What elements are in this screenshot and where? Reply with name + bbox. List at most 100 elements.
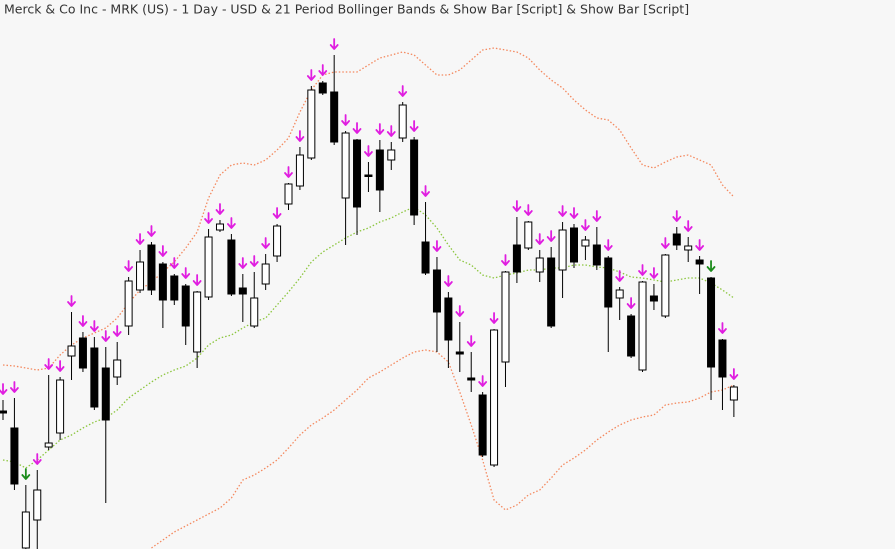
candle-body	[627, 315, 636, 357]
candle-body	[124, 280, 133, 327]
candle-body	[341, 132, 350, 199]
candle-body	[113, 359, 122, 378]
signal-arrow	[649, 267, 659, 279]
signal-arrow	[398, 85, 408, 97]
signal-arrow	[672, 210, 682, 222]
candle-body	[227, 239, 236, 295]
signal-arrow	[124, 260, 134, 272]
signal-arrow	[478, 375, 488, 387]
candle-body	[181, 285, 190, 327]
candle-body	[101, 367, 110, 421]
candle-body	[330, 91, 339, 143]
signal-arrow	[409, 120, 419, 132]
signal-arrow	[523, 204, 533, 216]
candle-body	[21, 511, 30, 549]
signal-arrow	[706, 260, 716, 272]
band-line	[2, 206, 735, 469]
signal-arrow	[89, 320, 99, 332]
candles	[0, 55, 738, 549]
candle-body	[204, 236, 213, 298]
signal-arrow	[249, 255, 259, 267]
candle-body	[684, 245, 693, 251]
signal-arrow	[32, 453, 42, 465]
signal-arrow	[443, 275, 453, 287]
arrows	[0, 38, 739, 480]
candle-body	[170, 275, 179, 301]
signal-arrow	[695, 239, 705, 251]
signal-arrow	[10, 381, 19, 393]
signal-arrow	[455, 305, 465, 317]
candle-body	[295, 154, 304, 187]
candle-body	[490, 329, 499, 466]
candle-body	[90, 347, 99, 408]
candle-body	[33, 489, 42, 521]
signal-arrow	[683, 220, 693, 232]
candle-body	[547, 257, 556, 327]
candle-body	[250, 297, 259, 327]
candle-body	[478, 394, 487, 456]
signal-arrow	[375, 123, 385, 135]
signal-arrow	[341, 114, 350, 126]
signal-arrow	[181, 267, 191, 279]
signal-arrow	[147, 225, 156, 237]
candle-body	[467, 377, 476, 381]
signal-arrow	[261, 237, 271, 249]
candle-body	[604, 257, 613, 308]
candle-body	[501, 271, 510, 363]
candle-body	[387, 149, 396, 161]
candle-body	[649, 295, 658, 302]
candle-body	[364, 174, 373, 177]
signal-arrow	[535, 233, 545, 245]
candle-body	[535, 257, 544, 273]
signal-arrow	[169, 257, 179, 269]
bands	[2, 47, 735, 549]
signal-arrow	[660, 237, 670, 249]
signal-arrow	[421, 185, 430, 197]
signal-arrow	[512, 200, 522, 212]
candle-body	[512, 244, 521, 273]
candle-body	[261, 263, 270, 285]
candle-body	[638, 281, 647, 371]
candle-body	[524, 221, 533, 249]
signal-arrow	[466, 335, 476, 347]
candle-body	[10, 427, 19, 485]
chart-title: Merck & Co Inc - MRK (US) - 1 Day - USD …	[4, 2, 689, 17]
candle-body	[615, 289, 624, 299]
candle-body	[158, 263, 167, 301]
candle-body	[444, 297, 453, 341]
candle-body	[193, 291, 202, 353]
candle-body	[215, 223, 224, 231]
candle-body	[455, 351, 464, 355]
signal-arrow	[569, 207, 579, 219]
candle-body	[147, 244, 156, 291]
candle-body	[398, 104, 407, 139]
signal-arrow	[626, 297, 636, 309]
signal-arrow	[306, 69, 316, 81]
candle-body	[136, 261, 145, 291]
candle-body	[273, 225, 282, 257]
signal-arrow	[352, 122, 362, 134]
signal-arrow	[55, 360, 65, 372]
signal-arrow	[67, 295, 76, 307]
signal-arrow	[192, 274, 202, 286]
candle-body	[432, 269, 441, 313]
signal-arrow	[581, 219, 590, 231]
signal-arrow	[501, 254, 510, 266]
signal-arrow	[78, 315, 88, 327]
candle-body	[307, 89, 316, 159]
candle-body	[707, 277, 716, 368]
candle-body	[56, 379, 65, 434]
candle-body	[695, 259, 704, 265]
signal-arrow	[112, 325, 122, 337]
candle-body	[67, 345, 76, 357]
signal-arrow	[284, 166, 293, 178]
signal-arrow	[295, 130, 305, 142]
signal-arrow	[489, 312, 499, 324]
band-line	[151, 349, 735, 549]
candle-body	[570, 227, 578, 263]
candle-body	[0, 410, 7, 414]
signal-arrow	[272, 207, 282, 219]
signal-arrow	[718, 322, 727, 334]
band-line	[2, 47, 735, 371]
